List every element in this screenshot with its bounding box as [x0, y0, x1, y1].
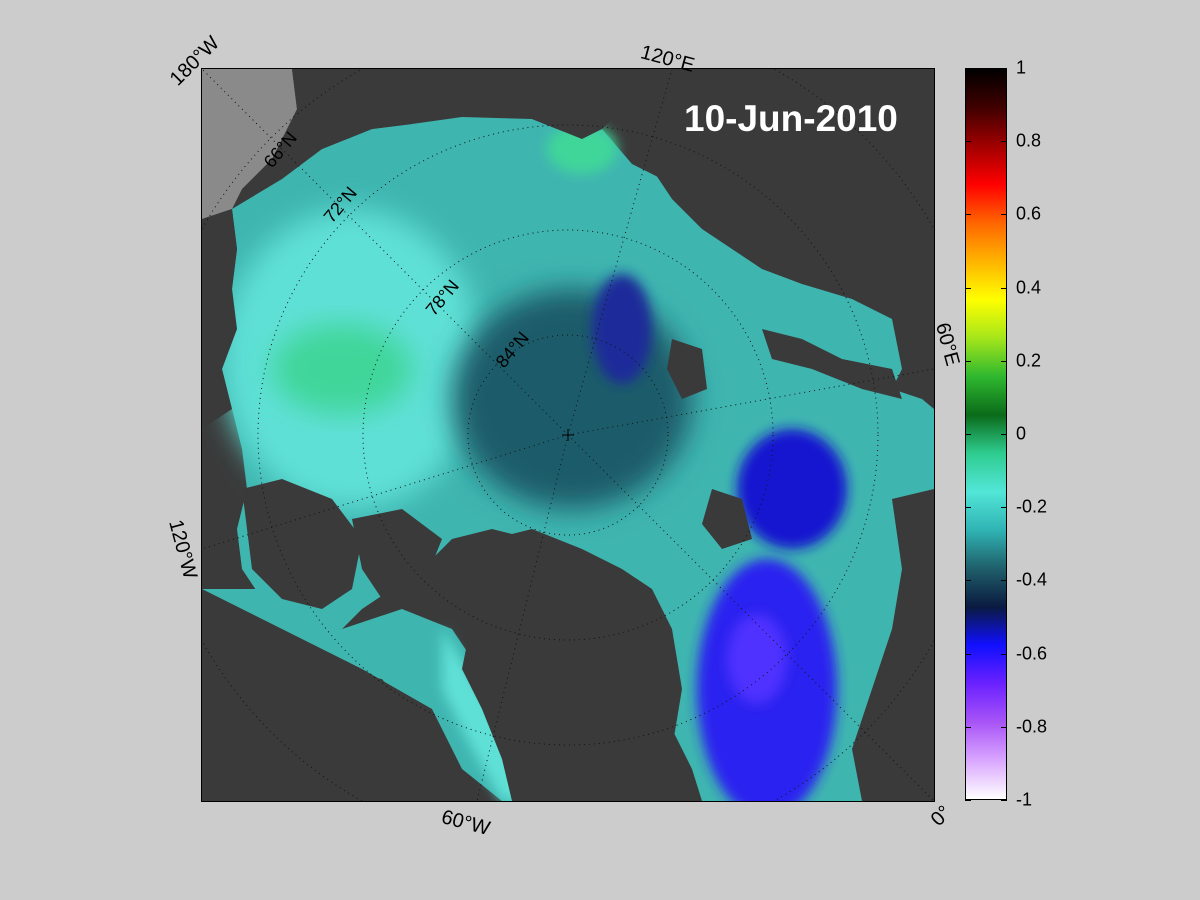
colorbar-tick-label: -0.6 [1016, 643, 1048, 664]
colorbar-tick-mark [965, 287, 971, 289]
colorbar-tick-label: -1 [1016, 789, 1033, 810]
lon-label-120w: 120°W [164, 517, 202, 582]
colorbar-tick-label: 1 [1016, 57, 1027, 78]
colorbar-tick-mark [1001, 653, 1007, 655]
colorbar-tick-mark [965, 434, 971, 435]
colorbar-tick-mark [1001, 434, 1007, 435]
colorbar-tick-mark [965, 507, 971, 509]
colorbar-tick-label: 0.2 [1016, 350, 1042, 371]
colorbar-tick-label: 0 [1016, 423, 1027, 444]
colorbar-tick-mark [1001, 507, 1007, 509]
colorbar-tick-mark [1001, 68, 1007, 69]
colorbar-tick-label: -0.8 [1016, 716, 1048, 737]
land-mask-region [202, 69, 297, 219]
colorbar-tick-mark [1001, 580, 1007, 582]
map-canvas: 66°N 72°N 78°N 84°N [202, 69, 934, 801]
colorbar-tick-mark [965, 653, 971, 655]
land-masses [202, 69, 934, 801]
colorbar-tick-mark [1001, 214, 1007, 216]
colorbar-tick-mark [1001, 800, 1007, 801]
colorbar-tick-mark [1001, 287, 1007, 289]
lon-label-0: 0° [926, 801, 956, 831]
colorbar-tick-mark [965, 68, 971, 69]
colorbar-tick-label: 0.8 [1016, 130, 1042, 151]
colorbar-tick-mark [1001, 360, 1007, 362]
colorbar-tick-mark [965, 360, 971, 362]
date-title: 10-Jun-2010 [684, 98, 898, 139]
lon-label-60w: 60°W [439, 806, 493, 840]
colorbar-tick-mark [1001, 141, 1007, 143]
colorbar-tick-mark [965, 141, 971, 143]
colorbar-tick-label: 0.4 [1016, 277, 1042, 298]
colorbar-tick-mark [965, 800, 971, 801]
colorbar-tick-mark [965, 726, 971, 728]
graticule [202, 69, 934, 801]
colorbar-tick-mark [965, 580, 971, 582]
colorbar-tick-label: 0.6 [1016, 203, 1042, 224]
colorbar-tick-label: -0.2 [1016, 496, 1048, 517]
colorbar-tick-mark [965, 214, 971, 216]
ice-anomaly-field [202, 117, 934, 801]
colorbar-tick-mark [1001, 726, 1007, 728]
lon-label-60e: 60°E [931, 320, 964, 369]
north-pole-marker [562, 429, 574, 441]
colorbar-tick-label: -0.4 [1016, 569, 1048, 590]
sea-ice-map: 66°N 72°N 78°N 84°N [201, 68, 935, 802]
